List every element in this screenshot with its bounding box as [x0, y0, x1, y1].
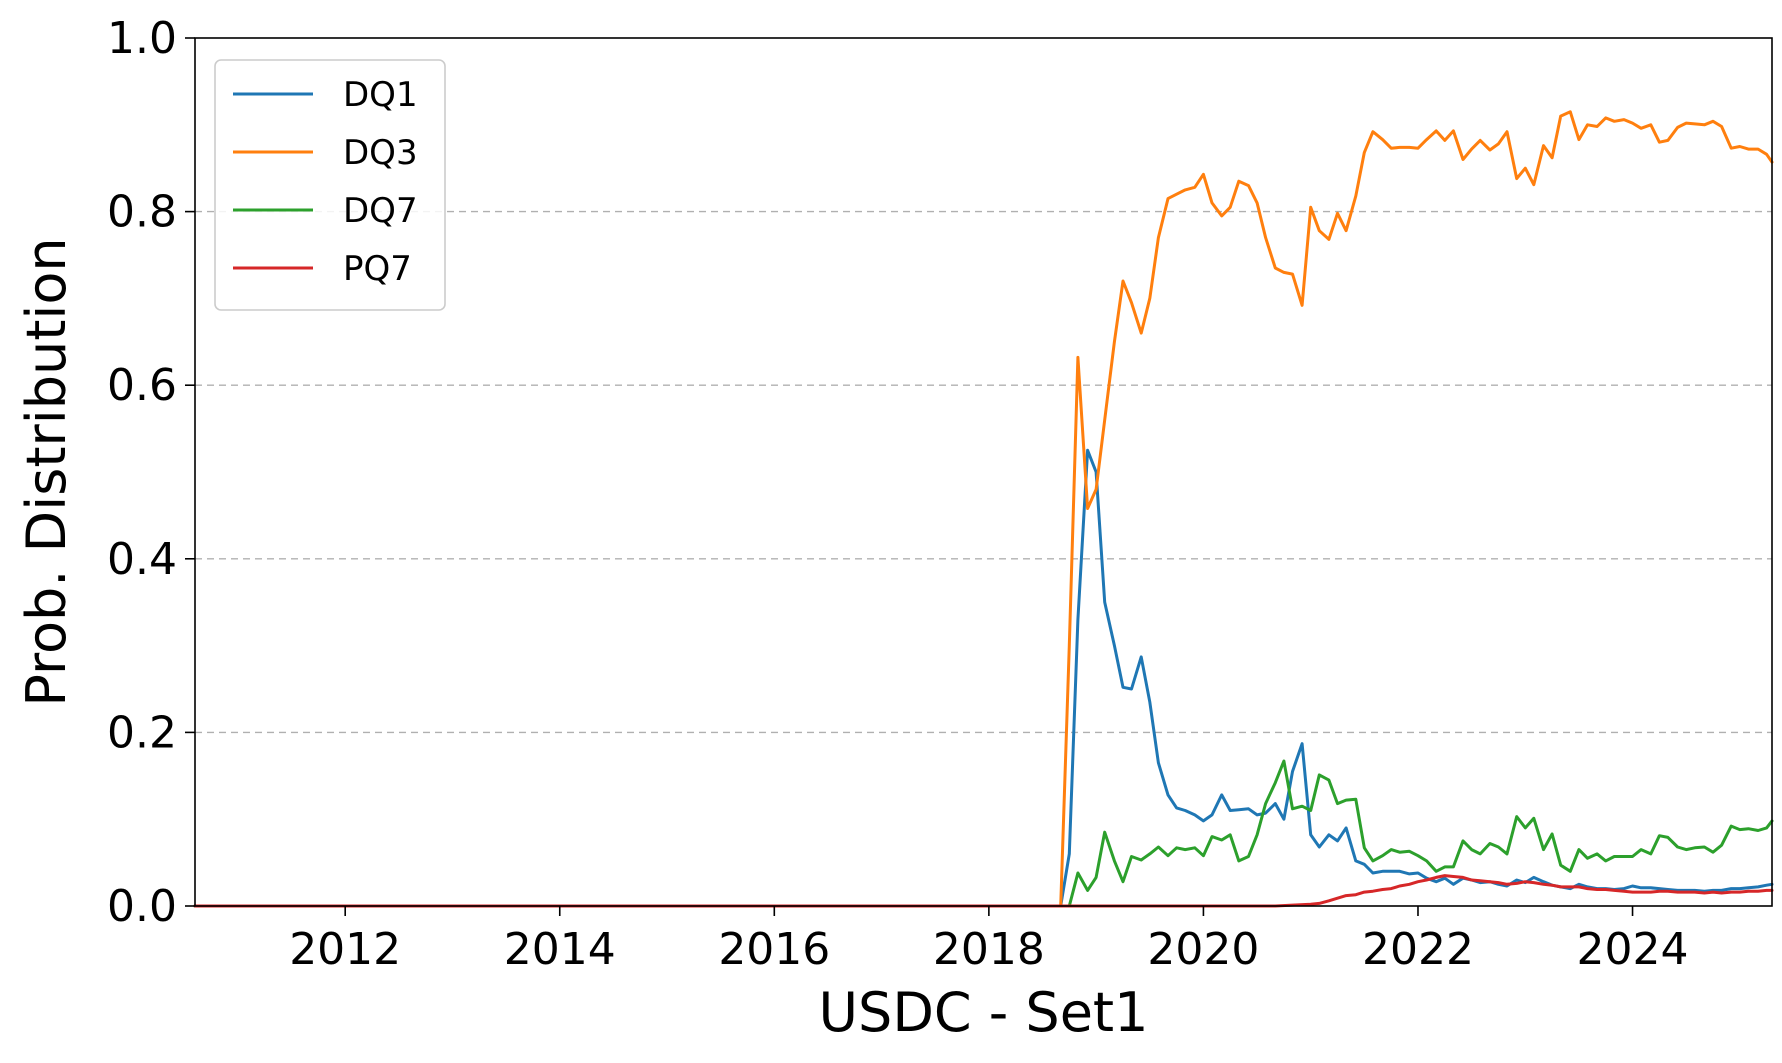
y-tick-label: 0.0 — [107, 881, 177, 932]
y-tick-label: 0.6 — [107, 360, 177, 411]
legend-label-dq3: DQ3 — [343, 133, 418, 173]
x-tick-label: 2012 — [289, 924, 401, 975]
y-tick-label: 0.2 — [107, 707, 177, 758]
y-tick-label: 0.8 — [107, 187, 177, 238]
series-line-dq1 — [193, 448, 1774, 908]
y-tick-label: 1.0 — [107, 13, 177, 64]
legend-label-dq1: DQ1 — [343, 75, 418, 115]
legend-box — [214, 59, 446, 311]
legend-label-dq7: DQ7 — [343, 191, 418, 231]
y-axis-title: Prob. Distribution — [15, 237, 78, 706]
series-line-dq3 — [193, 110, 1774, 908]
series-line-pq7 — [193, 874, 1774, 908]
grid — [195, 210, 1772, 734]
x-tick-label: 2020 — [1147, 924, 1259, 975]
x-axis-title: USDC - Set1 — [819, 981, 1149, 1044]
x-tick-label: 2018 — [933, 924, 1045, 975]
x-tick-label: 2024 — [1577, 924, 1689, 975]
y-tick-label: 0.4 — [107, 534, 177, 585]
plot-frame — [194, 37, 1773, 907]
series-line-dq7 — [193, 759, 1774, 908]
series-lines — [193, 110, 1774, 908]
x-tick-label: 2016 — [718, 924, 830, 975]
legend-label-pq7: PQ7 — [343, 249, 412, 289]
x-tick-label: 2022 — [1362, 924, 1474, 975]
y-axis: 0.0 0.2 0.4 0.6 0.8 1.0 — [107, 13, 195, 932]
legend: DQ1 DQ3 DQ7 PQ7 — [214, 59, 446, 311]
x-axis: 2012 2014 2016 2018 2020 2022 2024 — [289, 906, 1689, 975]
x-tick-label: 2014 — [504, 924, 616, 975]
legend-items: DQ1 DQ3 DQ7 PQ7 — [233, 75, 418, 289]
